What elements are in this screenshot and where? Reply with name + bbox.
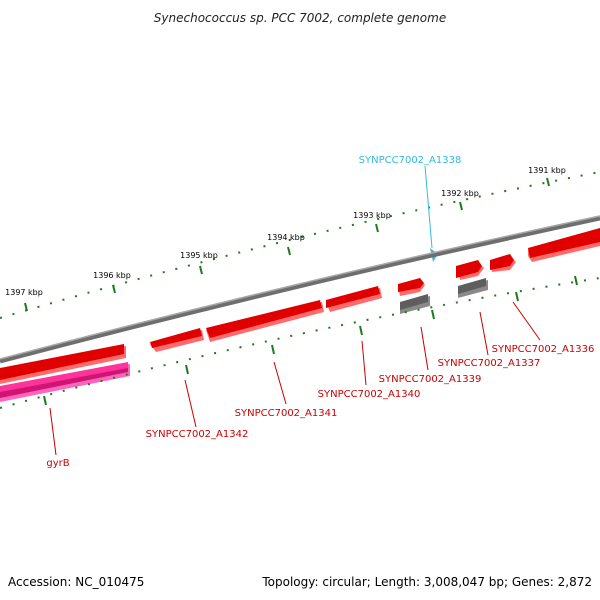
- gene-feature[interactable]: [456, 260, 484, 280]
- genome-backbone: [0, 215, 600, 364]
- tick-label-1391: 1391 kbp: [528, 166, 566, 175]
- gene-label-gyrB[interactable]: gyrB: [46, 458, 69, 469]
- lower-major-ticks: [43, 275, 578, 406]
- gene-feature[interactable]: [0, 344, 126, 384]
- gene-feature[interactable]: [490, 254, 516, 272]
- gene-feature[interactable]: [528, 228, 600, 262]
- genome-title: Synechococcus sp. PCC 7002, complete gen…: [154, 11, 446, 25]
- accession-text: Accession: NC_010475: [8, 575, 144, 589]
- gene-label-a1338[interactable]: SYNPCC7002_A1338: [359, 155, 462, 166]
- gene-label-a1336[interactable]: SYNPCC7002_A1336: [492, 344, 595, 355]
- genome-summary-text: Topology: circular; Length: 3,008,047 bp…: [261, 575, 592, 589]
- tick-label-1394: 1394 kbp: [267, 233, 305, 242]
- gene-feature-gyrB[interactable]: [0, 362, 130, 402]
- gene-features-upper: [0, 228, 600, 384]
- gene-label-a1339[interactable]: SYNPCC7002_A1339: [379, 374, 482, 385]
- gene-leader-lines: [49, 301, 541, 456]
- gene-feature[interactable]: [398, 278, 425, 296]
- lower-ruler: [0, 277, 600, 409]
- gene-label-a1341[interactable]: SYNPCC7002_A1341: [235, 408, 338, 419]
- ruler-labels: 1391 kbp 1392 kbp 1393 kbp 1394 kbp 1395…: [5, 166, 566, 297]
- tick-label-1392: 1392 kbp: [441, 189, 479, 198]
- gene-feature[interactable]: [458, 278, 488, 298]
- tick-label-1396: 1396 kbp: [93, 271, 131, 280]
- gene-label-a1340[interactable]: SYNPCC7002_A1340: [318, 389, 421, 400]
- tick-label-1393: 1393 kbp: [353, 211, 391, 220]
- gene-feature[interactable]: [326, 286, 382, 312]
- marker-leader-line: [424, 165, 433, 249]
- upper-ruler: [0, 171, 600, 319]
- gene-feature[interactable]: [206, 300, 324, 342]
- gene-feature[interactable]: [150, 328, 204, 352]
- gene-label-a1337[interactable]: SYNPCC7002_A1337: [438, 358, 541, 369]
- tick-label-1395: 1395 kbp: [180, 251, 218, 260]
- gene-label-a1342[interactable]: SYNPCC7002_A1342: [146, 429, 249, 440]
- gene-feature[interactable]: [400, 294, 430, 314]
- upper-major-ticks: [24, 177, 550, 312]
- tick-label-1397: 1397 kbp: [5, 288, 43, 297]
